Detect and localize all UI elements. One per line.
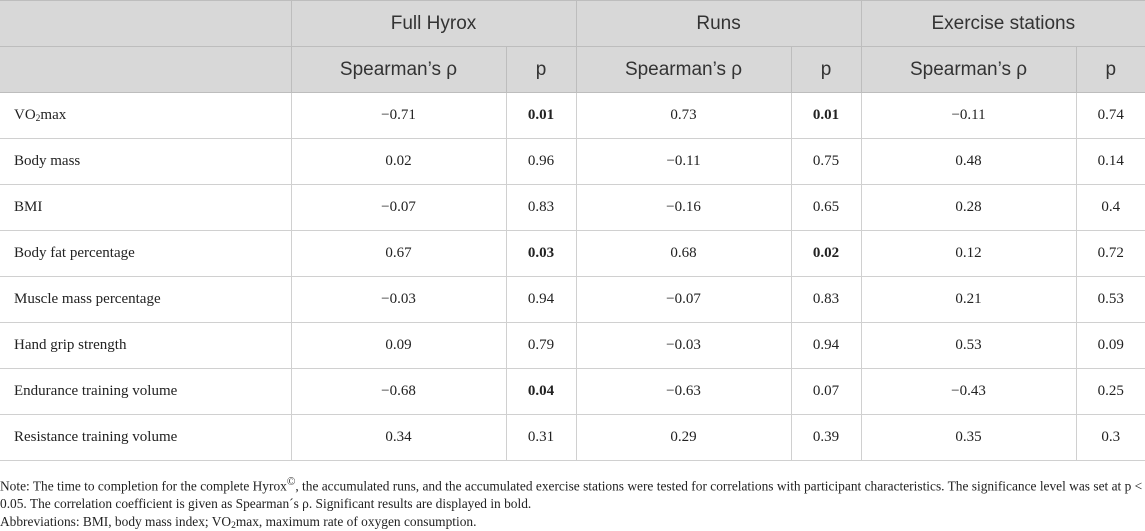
corner-header-cell [0, 0, 291, 47]
cell-stations-rho: 0.21 [860, 276, 1077, 323]
cell-runs-p: 0.01 [790, 92, 862, 139]
cell-stations-p: 0.09 [1075, 322, 1145, 369]
table-row: Body mass 0.02 0.96 −0.11 0.75 0.48 0.14 [0, 138, 1145, 185]
cell-full-hyrox-rho: 0.67 [290, 230, 506, 277]
cell-runs-p: 0.83 [790, 276, 862, 323]
correlation-table: Full Hyrox Runs Exercise stations Spearm… [0, 0, 1145, 461]
cell-stations-rho: −0.43 [860, 368, 1077, 415]
table-body: VO2max −0.71 0.01 0.73 0.01 −0.11 0.74 Body mas… [0, 92, 1145, 461]
table-row: Resistance training volume 0.34 0.31 0.29 0.… [0, 414, 1145, 461]
corner-header-cell [0, 46, 291, 93]
cell-stations-p: 0.74 [1075, 92, 1145, 139]
cell-runs-rho: −0.16 [575, 184, 792, 231]
cell-full-hyrox-rho: 0.02 [290, 138, 506, 185]
cell-runs-rho: −0.03 [575, 322, 792, 369]
cell-stations-p: 0.53 [1075, 276, 1145, 323]
cell-runs-p: 0.39 [790, 414, 862, 461]
table-row: Muscle mass percentage −0.03 0.94 −0.07 0.83… [0, 276, 1145, 323]
cell-runs-p: 0.07 [790, 368, 862, 415]
cell-full-hyrox-rho: −0.68 [290, 368, 506, 415]
cell-runs-p: 0.94 [790, 322, 862, 369]
group-header-row: Full Hyrox Runs Exercise stations [0, 0, 1145, 47]
cell-full-hyrox-rho: 0.34 [290, 414, 506, 461]
note-text: Note: The time to completion for the com… [0, 476, 1143, 512]
cell-stations-rho: 0.53 [860, 322, 1077, 369]
sub-header-p: p [505, 46, 577, 93]
sub-header-p: p [790, 46, 862, 93]
cell-stations-p: 0.14 [1075, 138, 1145, 185]
cell-runs-p: 0.02 [790, 230, 862, 277]
cell-runs-rho: −0.07 [575, 276, 792, 323]
cell-full-hyrox-rho: 0.09 [290, 322, 506, 369]
group-header-full-hyrox: Full Hyrox [290, 0, 577, 47]
cell-runs-rho: −0.63 [575, 368, 792, 415]
row-label: Hand grip strength [0, 322, 291, 369]
cell-full-hyrox-p: 0.83 [505, 184, 577, 231]
sub-header-row: Spearman’s ρ p Spearman’s ρ p Spearman’s… [0, 46, 1145, 93]
cell-stations-p: 0.3 [1075, 414, 1145, 461]
abbreviations-text: Abbreviations: BMI, body mass index; VO2… [0, 514, 477, 531]
cell-stations-rho: −0.11 [860, 92, 1077, 139]
cell-runs-p: 0.75 [790, 138, 862, 185]
group-header-runs: Runs [575, 0, 862, 47]
cell-full-hyrox-p: 0.01 [505, 92, 577, 139]
cell-runs-rho: 0.68 [575, 230, 792, 277]
cell-stations-rho: 0.12 [860, 230, 1077, 277]
row-label: Body fat percentage [0, 230, 291, 277]
row-label: Body mass [0, 138, 291, 185]
cell-full-hyrox-p: 0.04 [505, 368, 577, 415]
cell-runs-p: 0.65 [790, 184, 862, 231]
cell-full-hyrox-p: 0.96 [505, 138, 577, 185]
cell-full-hyrox-rho: −0.07 [290, 184, 506, 231]
cell-stations-rho: 0.28 [860, 184, 1077, 231]
cell-stations-rho: 0.48 [860, 138, 1077, 185]
cell-full-hyrox-p: 0.79 [505, 322, 577, 369]
row-label: VO2max [0, 92, 291, 139]
table-row: Hand grip strength 0.09 0.79 −0.03 0.94 0.53 0… [0, 322, 1145, 369]
cell-runs-rho: 0.73 [575, 92, 792, 139]
sub-header-p: p [1075, 46, 1145, 93]
cell-full-hyrox-p: 0.31 [505, 414, 577, 461]
row-label: BMI [0, 184, 291, 231]
cell-full-hyrox-p: 0.94 [505, 276, 577, 323]
table-notes: Note: The time to completion for the com… [0, 473, 1145, 531]
group-header-exercise-stations: Exercise stations [860, 0, 1145, 47]
row-label: Muscle mass percentage [0, 276, 291, 323]
cell-runs-rho: −0.11 [575, 138, 792, 185]
sub-header-spearman: Spearman’s ρ [860, 46, 1077, 93]
sub-header-spearman: Spearman’s ρ [575, 46, 792, 93]
table-row: Endurance training volume −0.68 0.04 −0.63 0… [0, 368, 1145, 415]
cell-full-hyrox-p: 0.03 [505, 230, 577, 277]
table-row: BMI −0.07 0.83 −0.16 0.65 0.28 0.4 [0, 184, 1145, 231]
sub-header-spearman: Spearman’s ρ [290, 46, 506, 93]
table-row: Body fat percentage 0.67 0.03 0.68 0.02 0.12 0… [0, 230, 1145, 277]
cell-full-hyrox-rho: −0.03 [290, 276, 506, 323]
cell-full-hyrox-rho: −0.71 [290, 92, 506, 139]
row-label: Endurance training volume [0, 368, 291, 415]
copyright-symbol: © [286, 476, 296, 488]
cell-stations-p: 0.72 [1075, 230, 1145, 277]
cell-stations-rho: 0.35 [860, 414, 1077, 461]
row-label: Resistance training volume [0, 414, 291, 461]
cell-stations-p: 0.4 [1075, 184, 1145, 231]
cell-runs-rho: 0.29 [575, 414, 792, 461]
table-row: VO2max −0.71 0.01 0.73 0.01 −0.11 0.74 [0, 92, 1145, 139]
cell-stations-p: 0.25 [1075, 368, 1145, 415]
